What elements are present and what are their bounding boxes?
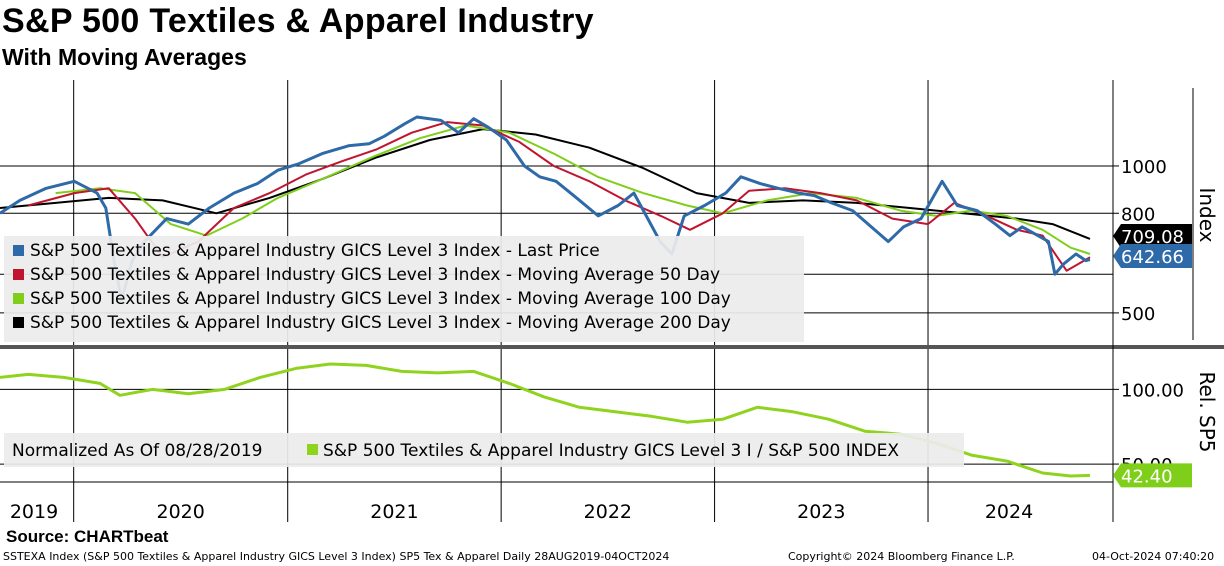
legend-label-ma100: S&P 500 Textiles & Apparel Industry GICS… xyxy=(30,289,731,309)
legend-swatch-relative xyxy=(307,444,318,455)
upper-legend-box xyxy=(4,236,804,342)
panel-divider xyxy=(0,345,1224,349)
chart-title: S&P 500 Textiles & Apparel Industry xyxy=(2,2,594,40)
footer-copyright: Copyright© 2024 Bloomberg Finance L.P. xyxy=(788,550,1015,563)
badge-ma200-bg xyxy=(1113,224,1192,248)
badge-last-price-label: 642.66 xyxy=(1121,247,1184,268)
badge-relative-label: 42.40 xyxy=(1121,466,1173,487)
legend-swatch-ma200 xyxy=(13,317,24,328)
series-line-ma100 xyxy=(55,124,1091,255)
chart-subtitle: With Moving Averages xyxy=(2,44,247,70)
badge-relative-bg xyxy=(1113,463,1192,488)
lower-legend-box xyxy=(4,433,964,467)
series-line-ma200 xyxy=(0,128,1091,240)
legend-swatch-last_price xyxy=(13,245,24,256)
x-tick-label: 2022 xyxy=(584,501,632,523)
legend-label-last_price: S&P 500 Textiles & Apparel Industry GICS… xyxy=(30,241,600,261)
y-tick-label: 100.00 xyxy=(1121,380,1184,401)
upper-axis-title: Index xyxy=(1195,187,1219,242)
footer-timestamp: 04-Oct-2024 07:40:20 xyxy=(1092,550,1215,563)
source-label: Source: CHARTbeat xyxy=(6,527,169,546)
legend-swatch-ma50 xyxy=(13,269,24,280)
x-tick-label: 2024 xyxy=(985,501,1033,523)
badge-ma200-label: 709.08 xyxy=(1121,227,1184,248)
lower-axis-title: Rel. SP5 xyxy=(1195,371,1219,452)
series-line-last_price xyxy=(0,115,1091,302)
legend-label-relative: S&P 500 Textiles & Apparel Industry GICS… xyxy=(323,441,899,461)
badge-last-price-bg xyxy=(1113,244,1192,268)
legend-swatch-ma100 xyxy=(13,293,24,304)
legend-label-ma50: S&P 500 Textiles & Apparel Industry GICS… xyxy=(30,265,720,285)
footer-description: SSTEXA Index (S&P 500 Textiles & Apparel… xyxy=(3,550,670,563)
y-tick-label: 500 xyxy=(1121,304,1155,325)
y-tick-label: 800 xyxy=(1121,204,1155,225)
series-line-ma50 xyxy=(27,121,1091,272)
x-tick-label: 2021 xyxy=(370,501,418,523)
x-tick-label: 2023 xyxy=(797,501,845,523)
y-tick-label: 1000 xyxy=(1121,157,1167,178)
legend-label-ma200: S&P 500 Textiles & Apparel Industry GICS… xyxy=(30,313,731,333)
x-tick-label: 2020 xyxy=(157,501,205,523)
lower-legend-prefix: Normalized As Of 08/28/2019 xyxy=(12,441,262,461)
x-tick-label: 2019 xyxy=(10,501,58,523)
chart-canvas: S&P 500 Textiles & Apparel Industry GICS… xyxy=(0,80,1224,523)
